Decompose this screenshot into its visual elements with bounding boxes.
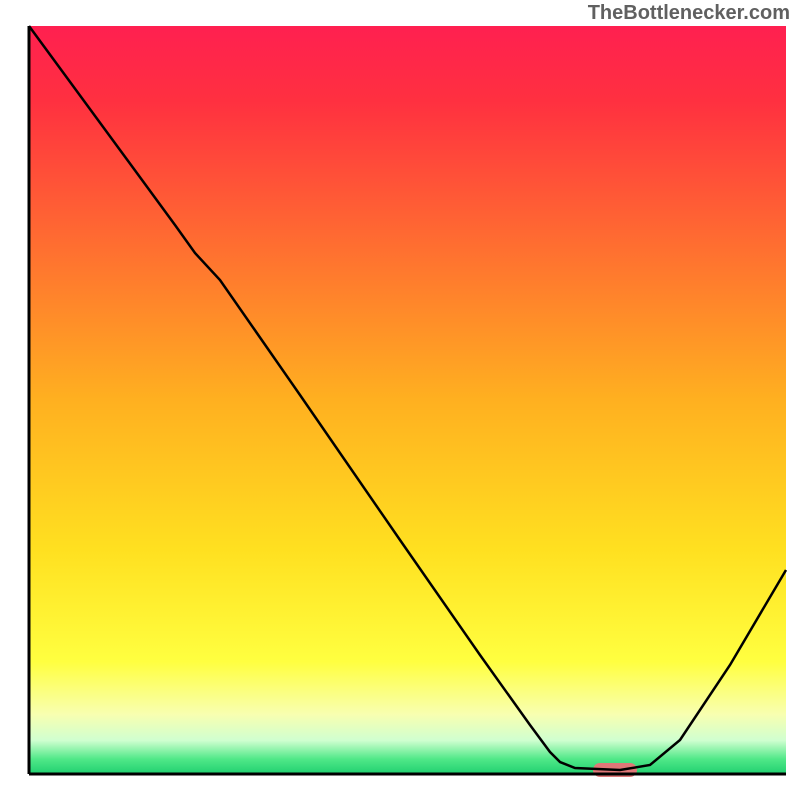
gradient-background: [29, 26, 786, 774]
bottleneck-chart: TheBottlenecker.com: [0, 0, 800, 800]
watermark-text: TheBottlenecker.com: [588, 2, 790, 25]
chart-svg: [0, 0, 800, 800]
